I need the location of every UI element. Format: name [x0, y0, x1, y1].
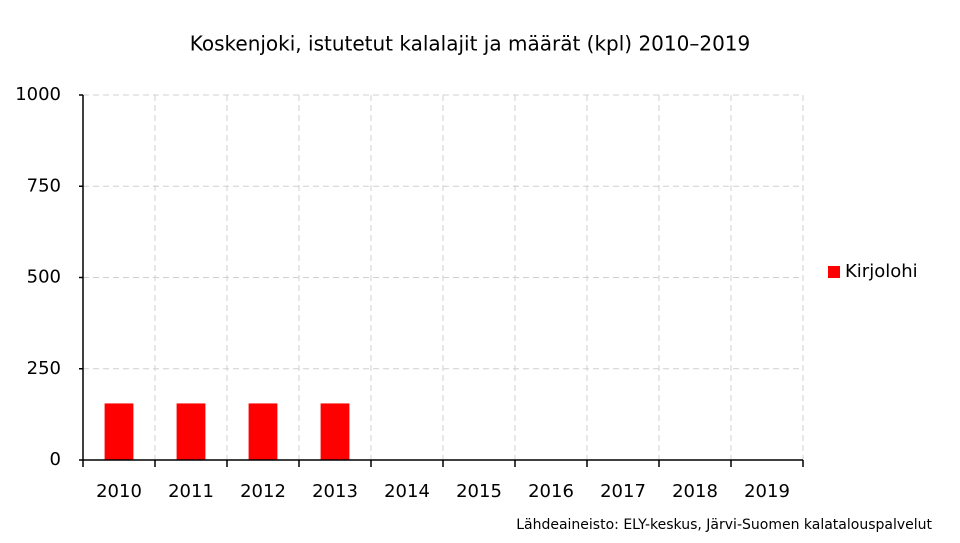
legend-label: Kirjolohi [845, 261, 918, 282]
x-tick-label: 2019 [744, 481, 790, 502]
bar [248, 403, 278, 460]
x-tick-label: 2010 [96, 481, 142, 502]
x-tick-label: 2018 [672, 481, 718, 502]
x-tick-label: 2015 [456, 481, 502, 502]
x-tick-label: 2014 [384, 481, 430, 502]
bar [104, 403, 134, 460]
x-tick-label: 2013 [312, 481, 358, 502]
chart-title: Koskenjoki, istutetut kalalajit ja määrä… [190, 32, 751, 56]
y-tick-label: 500 [27, 267, 61, 288]
x-tick-label: 2016 [528, 481, 574, 502]
y-tick-label: 750 [27, 175, 61, 196]
bar [320, 403, 350, 460]
x-tick-label: 2017 [600, 481, 646, 502]
y-tick-label: 0 [50, 449, 61, 470]
y-tick-label: 250 [27, 358, 61, 379]
legend-swatch [828, 266, 840, 278]
y-tick-label: 1000 [15, 84, 61, 105]
source-note: Lähdeaineisto: ELY-keskus, Järvi-Suomen … [516, 517, 932, 533]
bar [176, 403, 206, 460]
x-tick-label: 2011 [168, 481, 214, 502]
x-tick-label: 2012 [240, 481, 286, 502]
